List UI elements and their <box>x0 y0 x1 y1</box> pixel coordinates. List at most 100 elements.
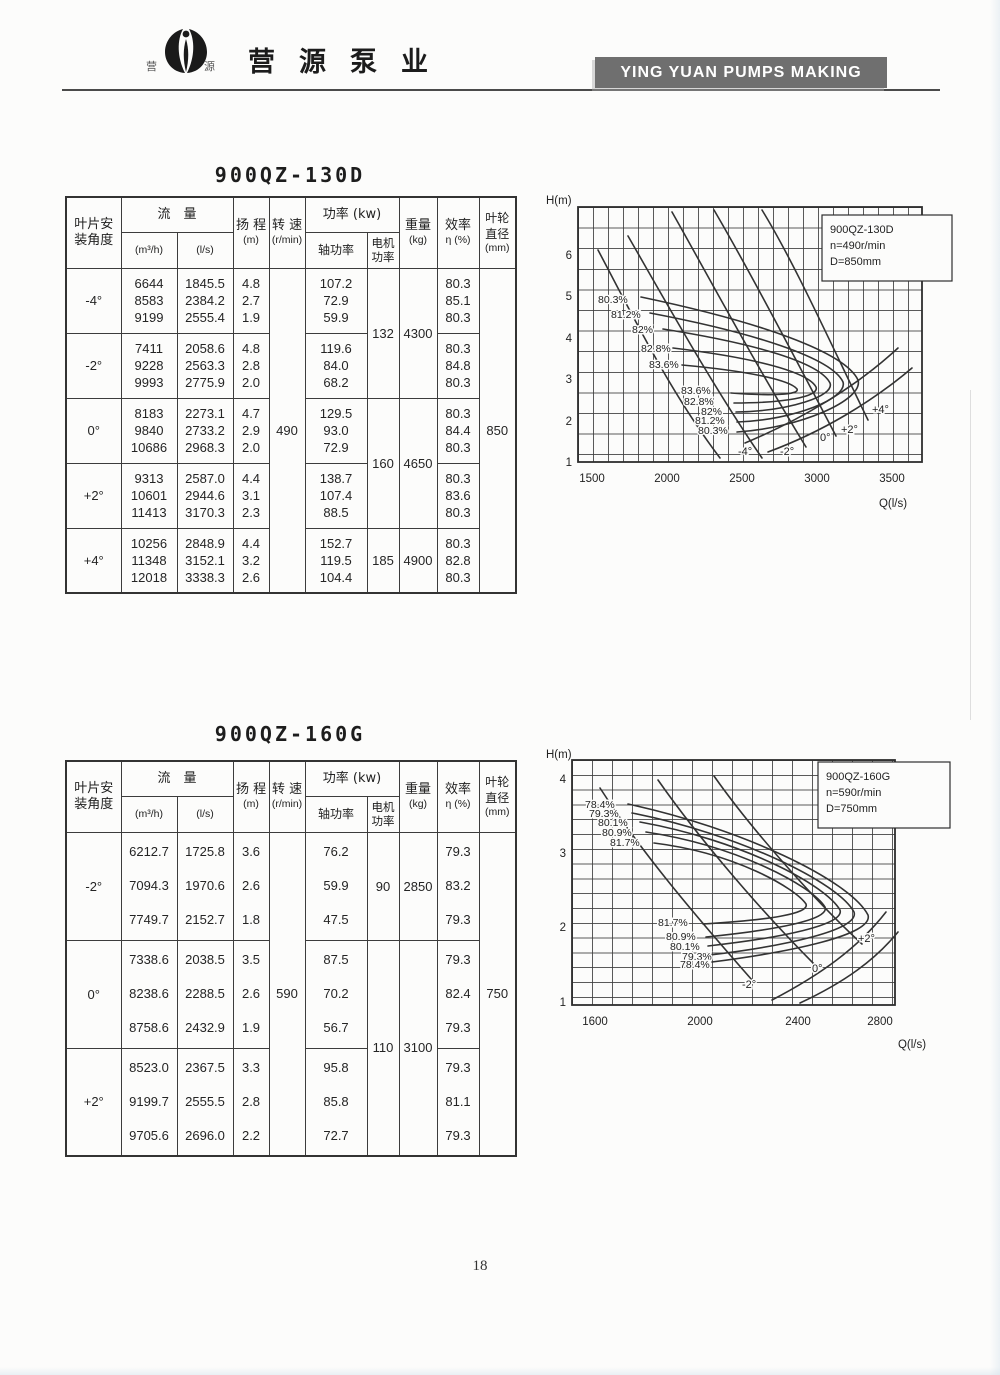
legend-speed: n=490r/min <box>830 240 885 252</box>
motor-power-cell: 110 <box>366 939 400 1157</box>
value-line: 84.4 <box>445 423 471 438</box>
y-tick: 3 <box>560 848 566 860</box>
value-line: 79.3 <box>445 952 471 967</box>
value-line: 2058.6 <box>185 341 225 356</box>
value-line: 7094.3 <box>129 878 169 893</box>
flow-ls-cell: 2038.5 2288.5 2432.9 <box>176 939 234 1049</box>
value-line: 3.3 <box>241 1059 261 1075</box>
header-flow-ls: (l/s) <box>176 795 234 833</box>
weight-cell: 2850 <box>398 831 438 941</box>
value-line: 1.9 <box>241 1020 261 1035</box>
table-row-angle-plus2: +2° 8523.0 9199.7 9705.6 2367.5 2555.5 2696.… <box>65 1047 516 1157</box>
header-efficiency: 效率 η (%) <box>436 196 480 269</box>
value-line: 12018 <box>130 569 168 585</box>
shaft-power-cell: 129.5 93.0 72.9 <box>304 397 368 464</box>
flow-ls-cell: 1845.5 2384.2 2555.4 <box>176 267 234 334</box>
eff-contour-80-3 <box>640 296 859 433</box>
value-line: 3170.3 <box>185 505 225 520</box>
header-shaft-power: 轴功率 <box>304 231 368 269</box>
value-line: 2848.9 <box>185 535 225 551</box>
value-line: 80.3 <box>445 341 471 356</box>
value-line: 88.5 <box>323 505 349 520</box>
flow-ls-cell: 1725.8 1970.6 2152.7 <box>176 831 234 941</box>
value-line: 81.1 <box>445 1093 471 1109</box>
eff-label: 80.3% <box>698 425 728 437</box>
chart-legend-box <box>821 214 953 282</box>
shaft-power-cell: 107.2 72.9 59.9 <box>304 267 368 334</box>
hq-curve-minus2 <box>627 235 763 459</box>
header-power: 功率 (kw) <box>304 760 400 797</box>
value-line: 2.7 <box>241 293 261 308</box>
eff-contour-82-8 <box>672 347 817 404</box>
value-line: 8238.6 <box>129 986 169 1001</box>
value-line: 59.9 <box>323 878 349 893</box>
header-head: 扬 程 (m) <box>232 196 270 269</box>
eff-label: 82% <box>632 324 653 336</box>
chart-900qz-160g: 900QZ-160G n=590r/min D=750mm H(m) Q(l/s… <box>545 748 965 1068</box>
value-line: 4.8 <box>241 341 261 356</box>
angle-cell: -4° <box>65 267 122 334</box>
value-line: 2.8 <box>241 1093 261 1109</box>
value-line: 2367.5 <box>185 1059 225 1075</box>
hq-curve-plus2 <box>713 209 837 437</box>
shaft-power-cell: 76.2 59.9 47.5 <box>304 831 368 941</box>
shaft-power-cell: 87.5 70.2 56.7 <box>304 939 368 1049</box>
value-line: 2555.4 <box>185 310 225 325</box>
legend-model: 900QZ-130D <box>830 224 894 236</box>
value-line: 72.9 <box>323 293 349 308</box>
head-cell: 4.8 2.7 1.9 <box>232 267 270 334</box>
weight-cell: 4650 <box>398 397 438 529</box>
angle-label: -2° <box>742 979 756 991</box>
scan-artifact-line <box>970 390 971 720</box>
x-axis-label: Q(l/s) <box>879 498 907 510</box>
plot-frame <box>577 206 923 463</box>
eff-contour-78-4 <box>627 803 869 963</box>
value-line: 2273.1 <box>185 406 225 421</box>
x-axis-label: Q(l/s) <box>898 1039 926 1051</box>
value-line: 80.3 <box>445 276 471 291</box>
header-weight: 重量 (kg) <box>398 760 438 833</box>
y-axis-label: H(m) <box>546 749 572 761</box>
eff-contour-81-7 <box>653 842 807 925</box>
value-line: 10601 <box>130 488 168 503</box>
x-tick: 3500 <box>879 473 905 485</box>
eff-contour-83-6 <box>681 364 798 396</box>
flow-m3h-cell: 6212.7 7094.3 7749.7 <box>120 831 178 941</box>
y-tick: 4 <box>560 774 567 786</box>
value-line: 9993 <box>134 375 164 390</box>
eff-contour-right-arc <box>744 347 899 444</box>
value-line: 80.3 <box>445 505 471 520</box>
angle-cell: -2° <box>65 831 122 941</box>
value-line: 79.3 <box>445 1059 471 1075</box>
value-line: 2.6 <box>241 878 261 893</box>
eff-label: 83.6% <box>649 359 679 371</box>
value-line: 2775.9 <box>185 375 225 390</box>
flow-m3h-cell: 8523.0 9199.7 9705.6 <box>120 1047 178 1157</box>
eff-label: 80.1% <box>670 941 700 953</box>
header-blade-angle: 叶片安 装角度 <box>65 196 122 269</box>
value-line: 119.5 <box>320 552 352 568</box>
value-line: 1725.8 <box>185 844 225 859</box>
value-line: 7338.6 <box>129 952 169 967</box>
table-row-angle-0: 0° 8183 9840 10686 2273.1 2733.2 2968.3 4.7 2… <box>65 397 516 529</box>
legend-diameter: D=850mm <box>830 256 881 268</box>
value-line: 2.0 <box>241 440 261 455</box>
value-line: 8758.6 <box>129 1020 169 1035</box>
value-line: 10256 <box>130 535 168 551</box>
weight-cell: 4900 <box>398 527 438 594</box>
eff-label: 81.2% <box>611 309 641 321</box>
spec-table-900qz-130d: 叶片安 装角度 流 量 扬 程 (m) 转 速 (r/min) 功率 (kw) 重量(… <box>65 196 518 594</box>
head-cell: 4.8 2.8 2.0 <box>232 332 270 399</box>
value-line: 76.2 <box>323 844 349 859</box>
flow-m3h-cell: 9313 10601 11413 <box>120 462 178 529</box>
value-line: 2733.2 <box>185 423 225 438</box>
eff-contour-82 <box>662 328 831 413</box>
table-row-angle-0: 0° 7338.6 8238.6 8758.6 2038.5 2288.5 2432.9… <box>65 939 516 1157</box>
header-power: 功率 (kw) <box>304 196 400 233</box>
value-line: 47.5 <box>323 912 349 927</box>
y-tick: 5 <box>566 291 572 303</box>
speed-cell: 490 <box>268 267 306 594</box>
value-line: 82.8 <box>445 552 471 568</box>
header-flow-ls: (l/s) <box>176 231 234 269</box>
value-line: 4.7 <box>241 406 261 421</box>
